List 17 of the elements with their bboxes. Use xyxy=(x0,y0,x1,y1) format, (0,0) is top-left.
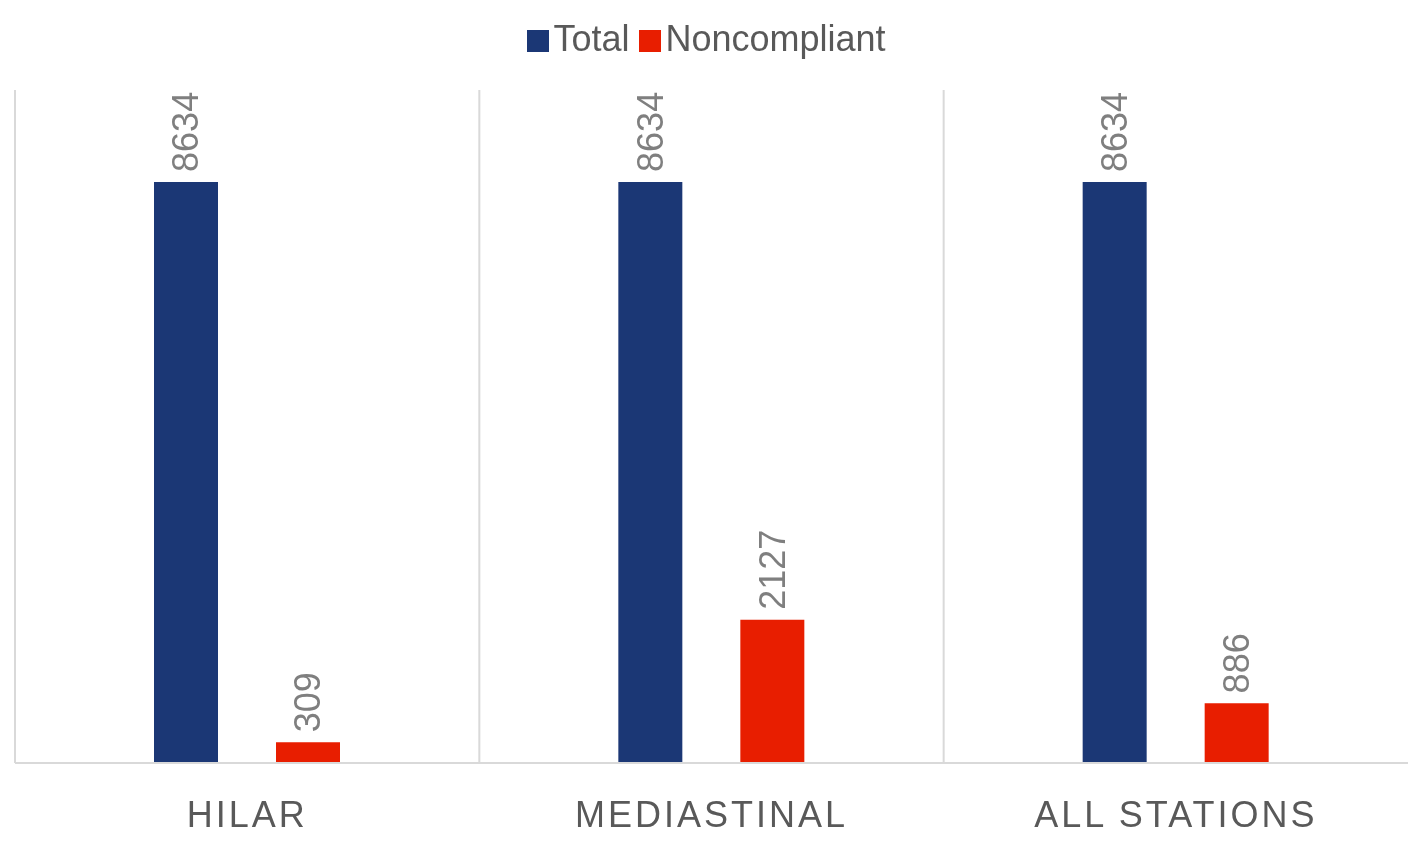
bar xyxy=(154,181,218,763)
bar xyxy=(618,181,683,763)
legend-label: Noncompliant xyxy=(665,18,886,59)
x-tick-label: MEDIASTINAL xyxy=(574,793,849,835)
bar xyxy=(276,742,340,763)
bar xyxy=(1082,181,1147,763)
data-label: 309 xyxy=(287,672,329,733)
x-tick-label: HILAR xyxy=(186,793,308,835)
data-label: 2127 xyxy=(751,529,793,610)
bar xyxy=(1204,703,1269,763)
data-label: 886 xyxy=(1216,633,1258,694)
legend-label: Total xyxy=(553,18,630,59)
bar xyxy=(740,619,805,763)
data-label: 8634 xyxy=(165,91,207,172)
x-tick-label: ALL STATIONS xyxy=(1034,793,1318,835)
data-label: 8634 xyxy=(629,91,671,172)
data-label: 8634 xyxy=(1094,91,1136,172)
